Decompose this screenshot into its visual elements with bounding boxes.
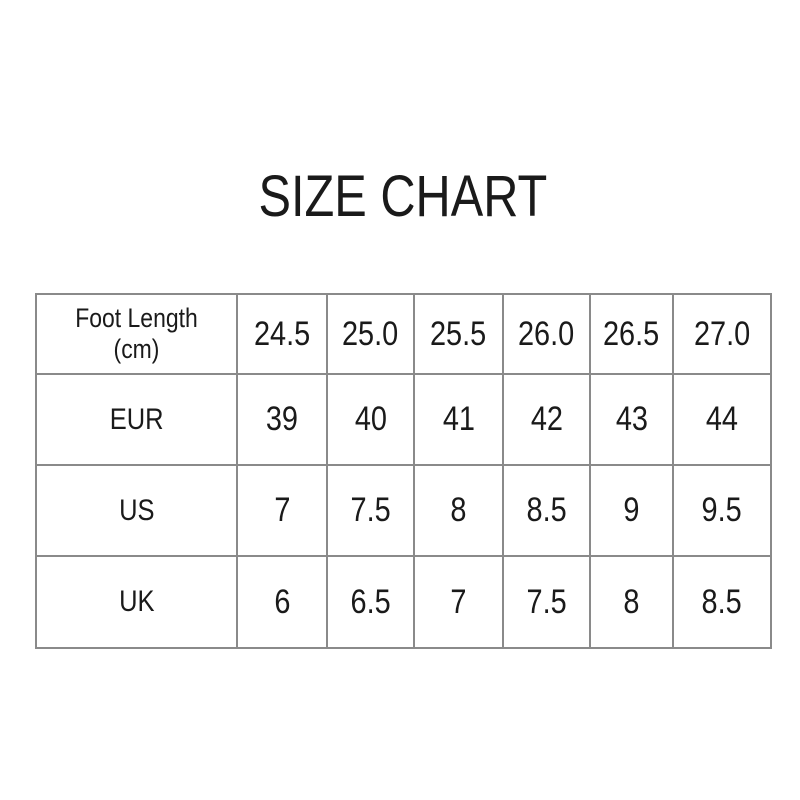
cell-text: 25.5 <box>430 314 487 353</box>
cell-text: 43 <box>615 400 648 438</box>
cell-text: UK <box>118 585 155 618</box>
cell-text: 8.5 <box>701 582 743 621</box>
title-text: SIZE CHART <box>258 164 548 229</box>
table-cell: 43 <box>589 373 674 466</box>
table-cell: 9 <box>589 464 674 557</box>
table-cell: Foot Length (cm) <box>35 293 238 375</box>
cell-text: 39 <box>265 400 299 438</box>
table-cell: 24.5 <box>236 293 328 375</box>
table-body: Foot Length (cm) 24.5 25.0 25.5 26.0 26.5 27.0… <box>35 293 772 649</box>
cell-text: 42 <box>530 400 563 438</box>
title: SIZE CHART <box>0 165 800 229</box>
cell-text: 7 <box>273 491 291 529</box>
cell-text: Foot Length (cm) <box>75 303 198 364</box>
cell-text: 26.5 <box>603 314 660 353</box>
cell-text: 7 <box>450 582 467 621</box>
table-cell: 25.5 <box>413 293 504 375</box>
table-row: EUR 39 40 41 42 43 44 <box>35 373 772 466</box>
table-cell: 8.5 <box>502 464 591 557</box>
table-cell: 8 <box>413 464 504 557</box>
cell-text: EUR <box>109 402 164 436</box>
cell-text: US <box>118 493 155 527</box>
table-cell: 40 <box>326 373 415 466</box>
table-cell: 7.5 <box>326 464 415 557</box>
table-cell: 8 <box>589 555 674 649</box>
table-cell: 41 <box>413 373 504 466</box>
table-cell: UK <box>35 555 238 649</box>
cell-text: 6 <box>273 582 291 621</box>
table-cell: 25.0 <box>326 293 415 375</box>
cell-text: 24.5 <box>253 314 311 353</box>
table-cell: 6.5 <box>326 555 415 649</box>
table-cell: 9.5 <box>672 464 772 557</box>
table-cell: 7.5 <box>502 555 591 649</box>
cell-text: 6.5 <box>350 582 391 621</box>
table-cell: US <box>35 464 238 557</box>
cell-text: 8 <box>450 491 467 529</box>
cell-text: 9 <box>623 491 640 529</box>
cell-text: 8 <box>623 582 640 621</box>
table-cell: 7 <box>413 555 504 649</box>
table-row: UK 6 6.5 7 7.5 8 8.5 <box>35 555 772 649</box>
table-row: US 7 7.5 8 8.5 9 9.5 <box>35 464 772 557</box>
cell-text: 40 <box>354 400 387 438</box>
cell-text: 25.0 <box>342 314 399 353</box>
cell-text: 27.0 <box>693 314 751 353</box>
cell-text: 44 <box>705 400 739 438</box>
table-cell: 8.5 <box>672 555 772 649</box>
table-cell: 26.0 <box>502 293 591 375</box>
table-cell: 27.0 <box>672 293 772 375</box>
table-cell: EUR <box>35 373 238 466</box>
table-cell: 44 <box>672 373 772 466</box>
cell-text: 7.5 <box>350 491 391 529</box>
cell-text: 8.5 <box>526 491 567 529</box>
table-cell: 26.5 <box>589 293 674 375</box>
table-row: Foot Length (cm) 24.5 25.0 25.5 26.0 26.5 27.0 <box>35 293 772 375</box>
cell-text: 9.5 <box>701 491 743 529</box>
table-cell: 39 <box>236 373 328 466</box>
table-cell: 7 <box>236 464 328 557</box>
cell-text: 41 <box>442 400 475 438</box>
table-cell: 42 <box>502 373 591 466</box>
size-table: Foot Length (cm) 24.5 25.0 25.5 26.0 26.5 27.0… <box>35 293 772 649</box>
cell-text: 26.0 <box>518 314 575 353</box>
cell-text: 7.5 <box>526 582 567 621</box>
table-cell: 6 <box>236 555 328 649</box>
